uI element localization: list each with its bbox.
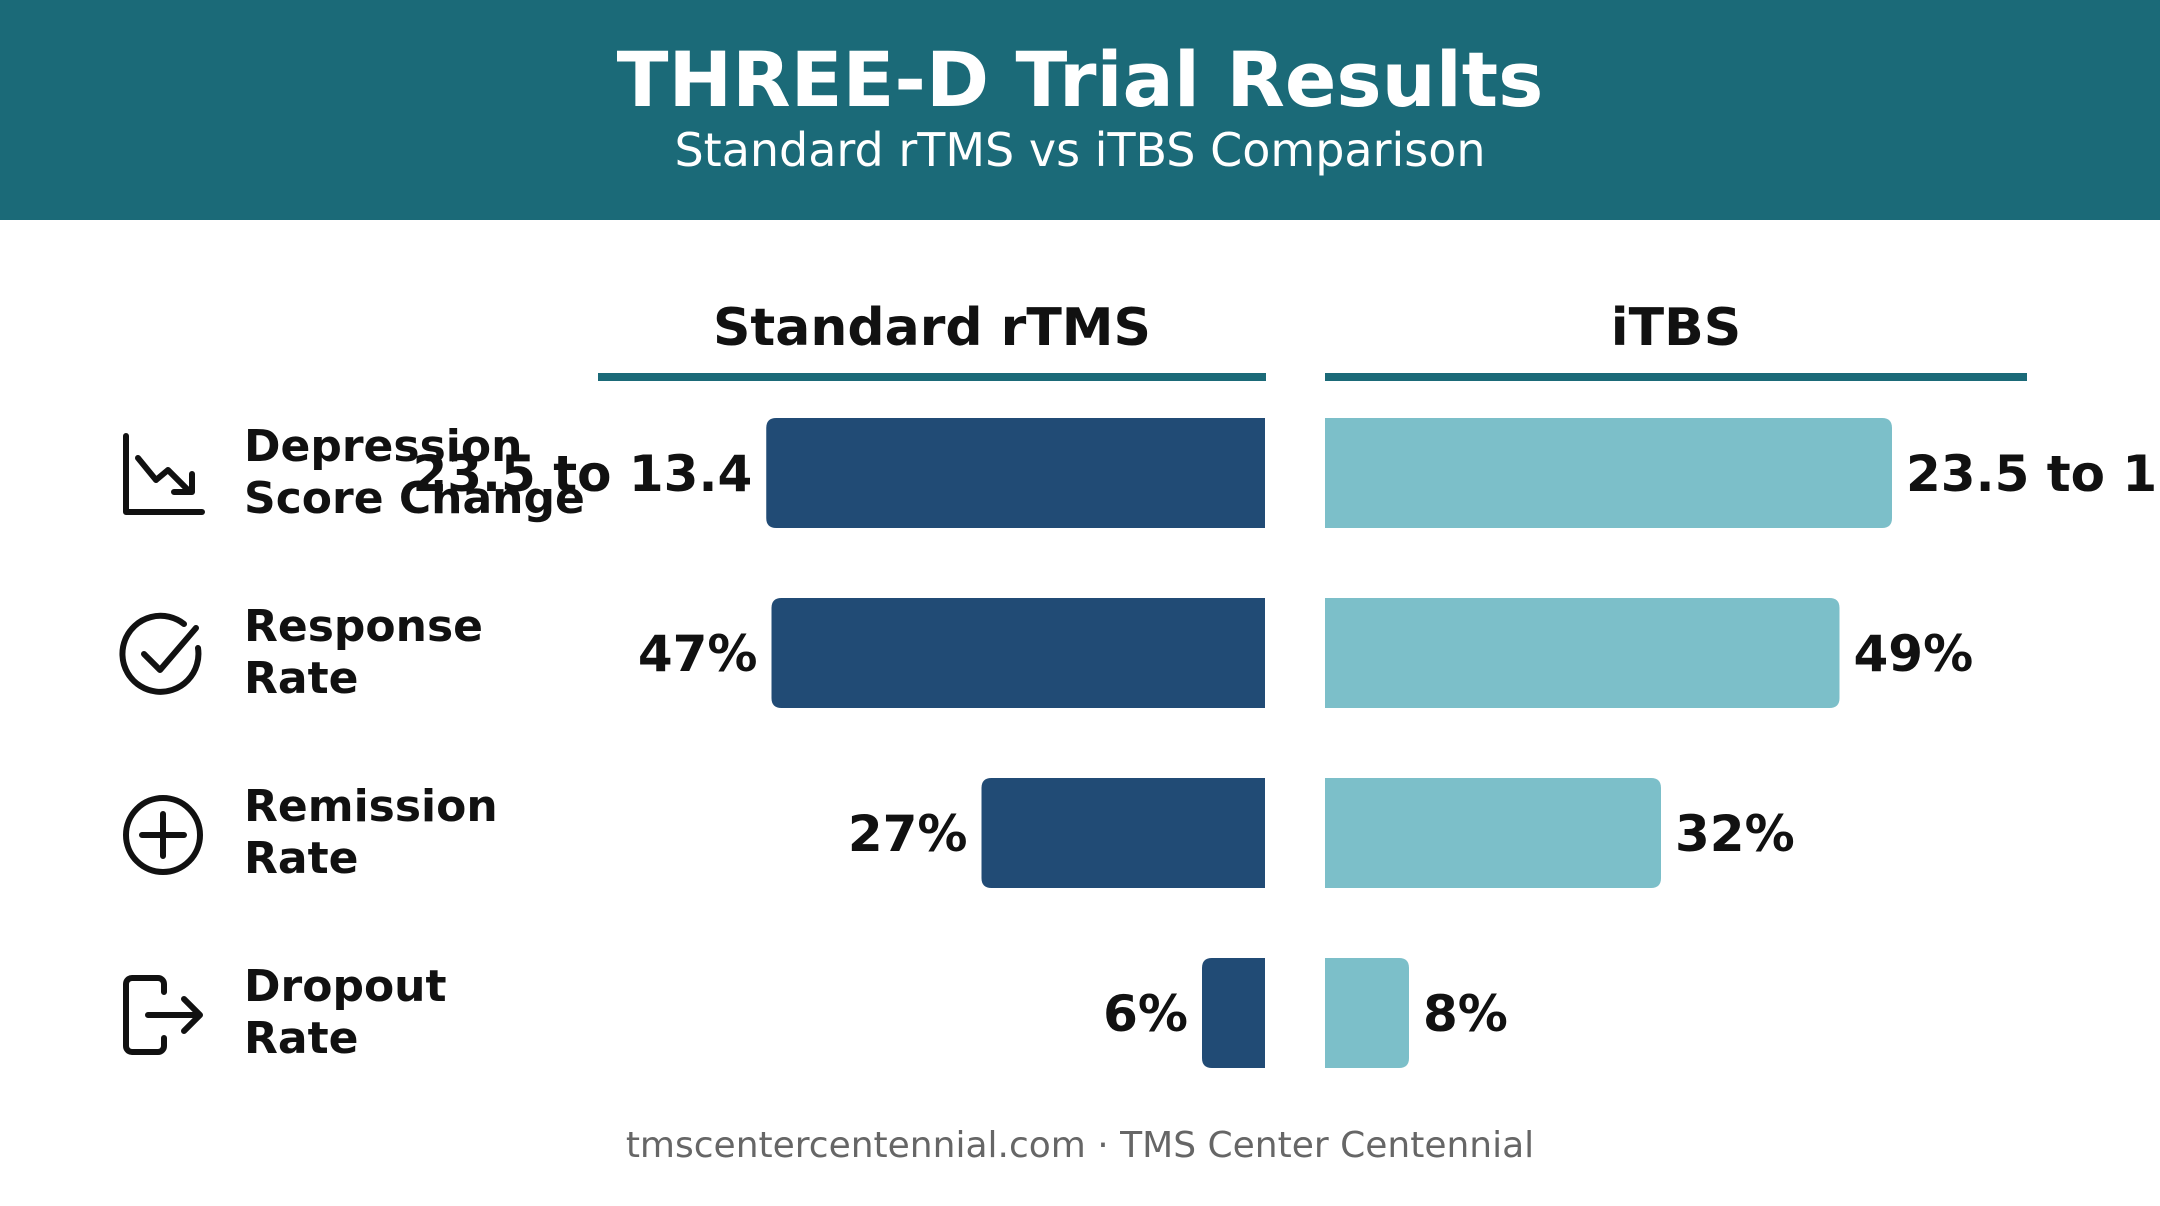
bar-itbs-row-1 [1325,418,1892,528]
page-title: THREE-D Trial Results [616,35,1544,124]
value-label-rtms-row-3: 27% [848,805,968,863]
row-label-depression: Depression Score Change [244,421,585,525]
bar-rtms-row-4 [1202,958,1265,1068]
row-dropout-rate: Dropout Rate [0,958,2160,1070]
bar-itbs-row-3 [1325,778,1661,888]
value-label-rtms-row-4: 6% [1103,985,1188,1043]
row-depression-score: Depression Score Change [0,418,2160,530]
header-banner: THREE-D Trial Results Standard rTMS vs i… [0,0,2160,220]
row-label-response: Response Rate [244,601,483,705]
bar-itbs-row-4 [1325,958,1409,1068]
row-label-line1: Dropout [244,961,447,1012]
value-label-rtms-row-2: 47% [638,625,758,683]
value-label-rtms-row-1: 23.5 to 13.4 [412,445,752,503]
trending-down-chart-icon [123,433,205,515]
page-subtitle: Standard rTMS vs iTBS Comparison [674,123,1486,177]
row-label-line1: Depression [244,421,523,472]
row-label-line2: Rate [244,653,359,704]
row-response-rate: Response Rate [0,598,2160,710]
row-label-line1: Response [244,601,483,652]
column-header-itbs: iTBS [1610,298,1742,358]
bar-rtms-row-3 [981,778,1265,888]
bar-rtms-row-2 [771,598,1265,708]
exit-arrow-icon [123,975,203,1055]
bar-itbs-row-2 [1325,598,1840,708]
bar-rtms-row-1 [766,418,1265,528]
row-label-line2: Score Change [244,473,585,524]
check-circle-icon [119,612,202,695]
column-rule-rtms [598,373,1266,381]
column-rule-itbs [1325,373,2027,381]
value-label-itbs-row-3: 32% [1675,805,1795,863]
row-label-line1: Remission [244,781,498,832]
row-label-dropout: Dropout Rate [244,961,447,1065]
value-label-itbs-row-4: 8% [1423,985,1508,1043]
row-label-line2: Rate [244,1013,359,1064]
plus-circle-icon [123,795,203,875]
row-remission-rate: Remission Rate [0,778,2160,890]
footer-credit: tmscentercentennial.com · TMS Center Cen… [625,1125,1535,1166]
row-label-remission: Remission Rate [244,781,498,885]
value-label-itbs-row-2: 49% [1854,625,1974,683]
value-label-itbs-row-1: 23.5 to 13.4 [1906,445,2160,503]
column-header-rtms: Standard rTMS [712,298,1151,358]
row-label-line2: Rate [244,833,359,884]
